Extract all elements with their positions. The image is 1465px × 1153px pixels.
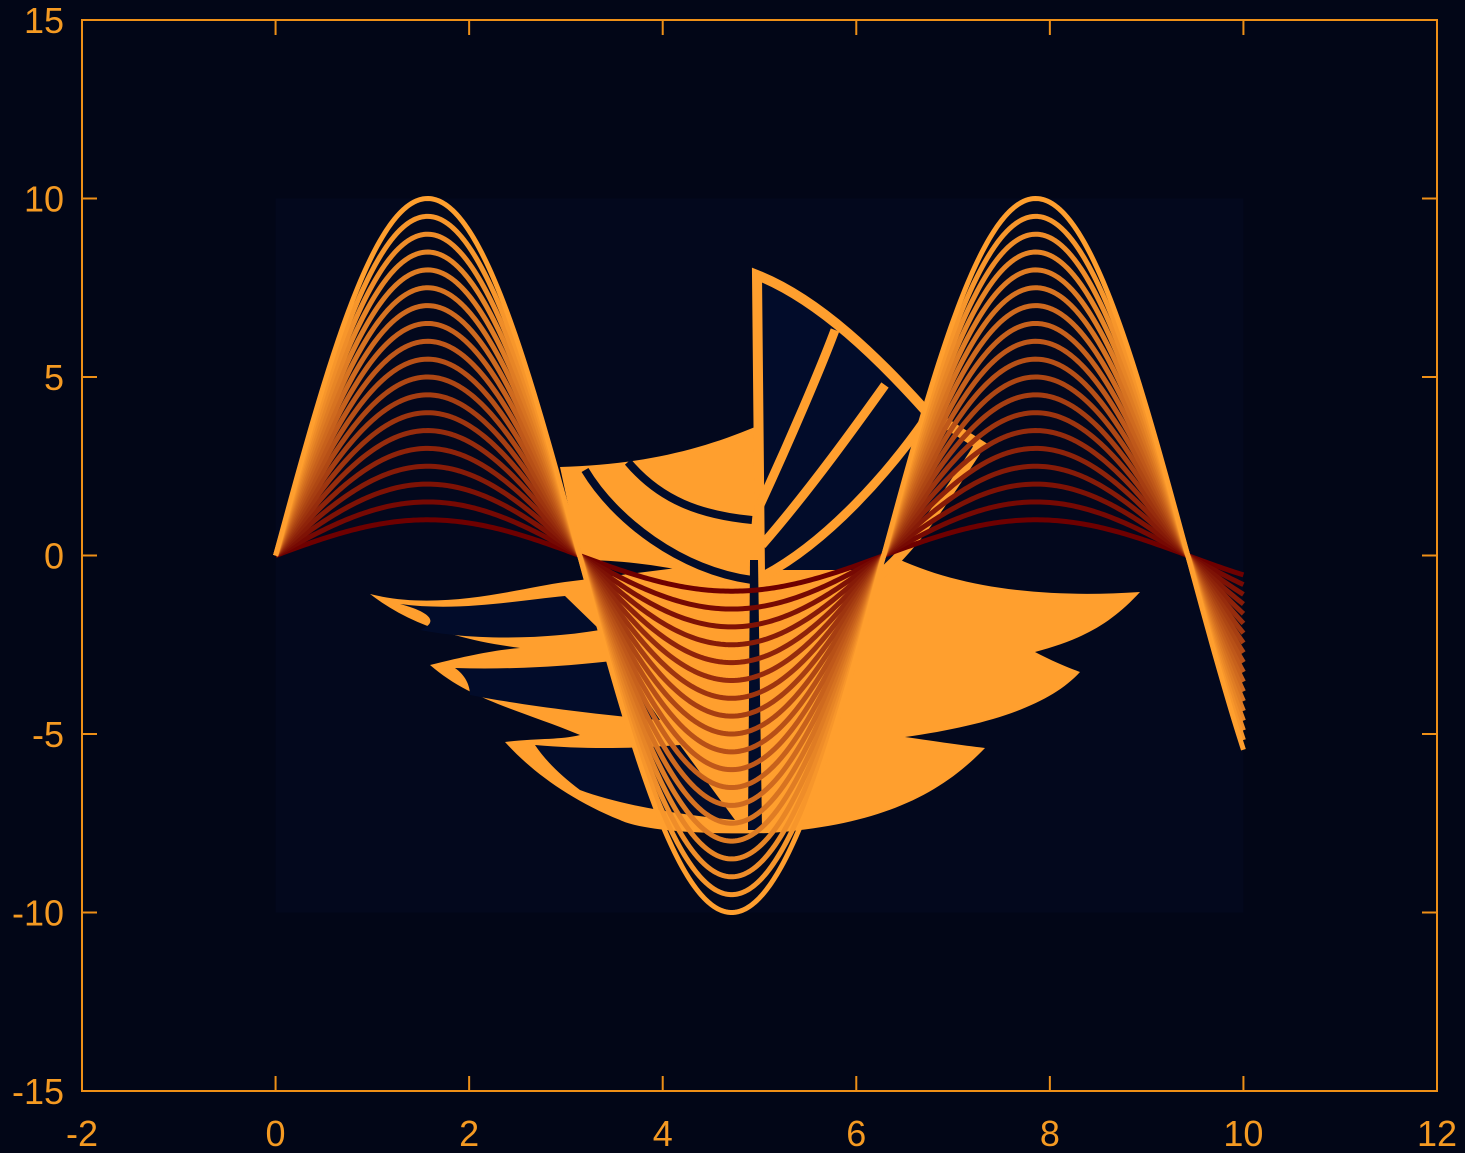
series-line-19	[273, 196, 1246, 915]
series-line-16	[273, 249, 1246, 862]
x-tick-label: 6	[846, 1113, 866, 1153]
x-tick-label: 10	[1223, 1113, 1263, 1153]
series-line-10	[273, 356, 1246, 755]
axis-ticks	[81, 19, 1438, 1092]
series-line-5	[273, 445, 1246, 666]
series-line-15	[273, 267, 1246, 844]
y-tick-label: -5	[32, 714, 64, 755]
series-line-12	[273, 320, 1246, 791]
axis-tick-labels: -2 0 2 4 6 8 10 12 -15 -10 -5 0 5 10 15	[12, 0, 1457, 1153]
emblem-sail-rib-2	[758, 382, 889, 548]
series-line-17	[273, 231, 1246, 880]
y-tick-label: 0	[44, 536, 64, 577]
series-line-3	[274, 481, 1245, 630]
x-tick-label: 4	[653, 1113, 673, 1153]
emblem-sail-arc-2	[581, 467, 753, 584]
series-line-7	[273, 410, 1246, 701]
emblem-sail-left	[560, 427, 758, 585]
emblem-sail-rib-3	[762, 417, 929, 579]
series-line-2	[274, 499, 1245, 612]
series-line-1	[274, 517, 1245, 594]
x-tick-label: -2	[66, 1113, 98, 1153]
series-line-6	[273, 428, 1246, 683]
x-tick-label: 8	[1040, 1113, 1060, 1153]
emblem-streak-1	[400, 596, 600, 638]
series-line-14	[273, 285, 1246, 826]
x-tick-label: 12	[1417, 1113, 1457, 1153]
y-tick-label: -15	[12, 1071, 64, 1112]
series-line-18	[273, 213, 1246, 898]
y-tick-label: 15	[24, 0, 64, 41]
series-line-11	[273, 338, 1246, 773]
emblem-streak-2	[455, 660, 660, 720]
x-tick-label: 0	[266, 1113, 286, 1153]
x-tick-label: 2	[459, 1113, 479, 1153]
series-lines	[273, 196, 1246, 915]
series-line-13	[273, 303, 1246, 808]
series-line-9	[273, 374, 1246, 737]
emblem-sail-arc-1	[624, 459, 753, 524]
y-tick-label: 5	[44, 357, 64, 398]
emblem-sail-rib-1	[755, 328, 840, 507]
y-tick-label: 10	[24, 179, 64, 220]
y-tick-label: -10	[12, 893, 64, 934]
series-line-4	[273, 463, 1245, 648]
series-line-8	[273, 392, 1246, 719]
